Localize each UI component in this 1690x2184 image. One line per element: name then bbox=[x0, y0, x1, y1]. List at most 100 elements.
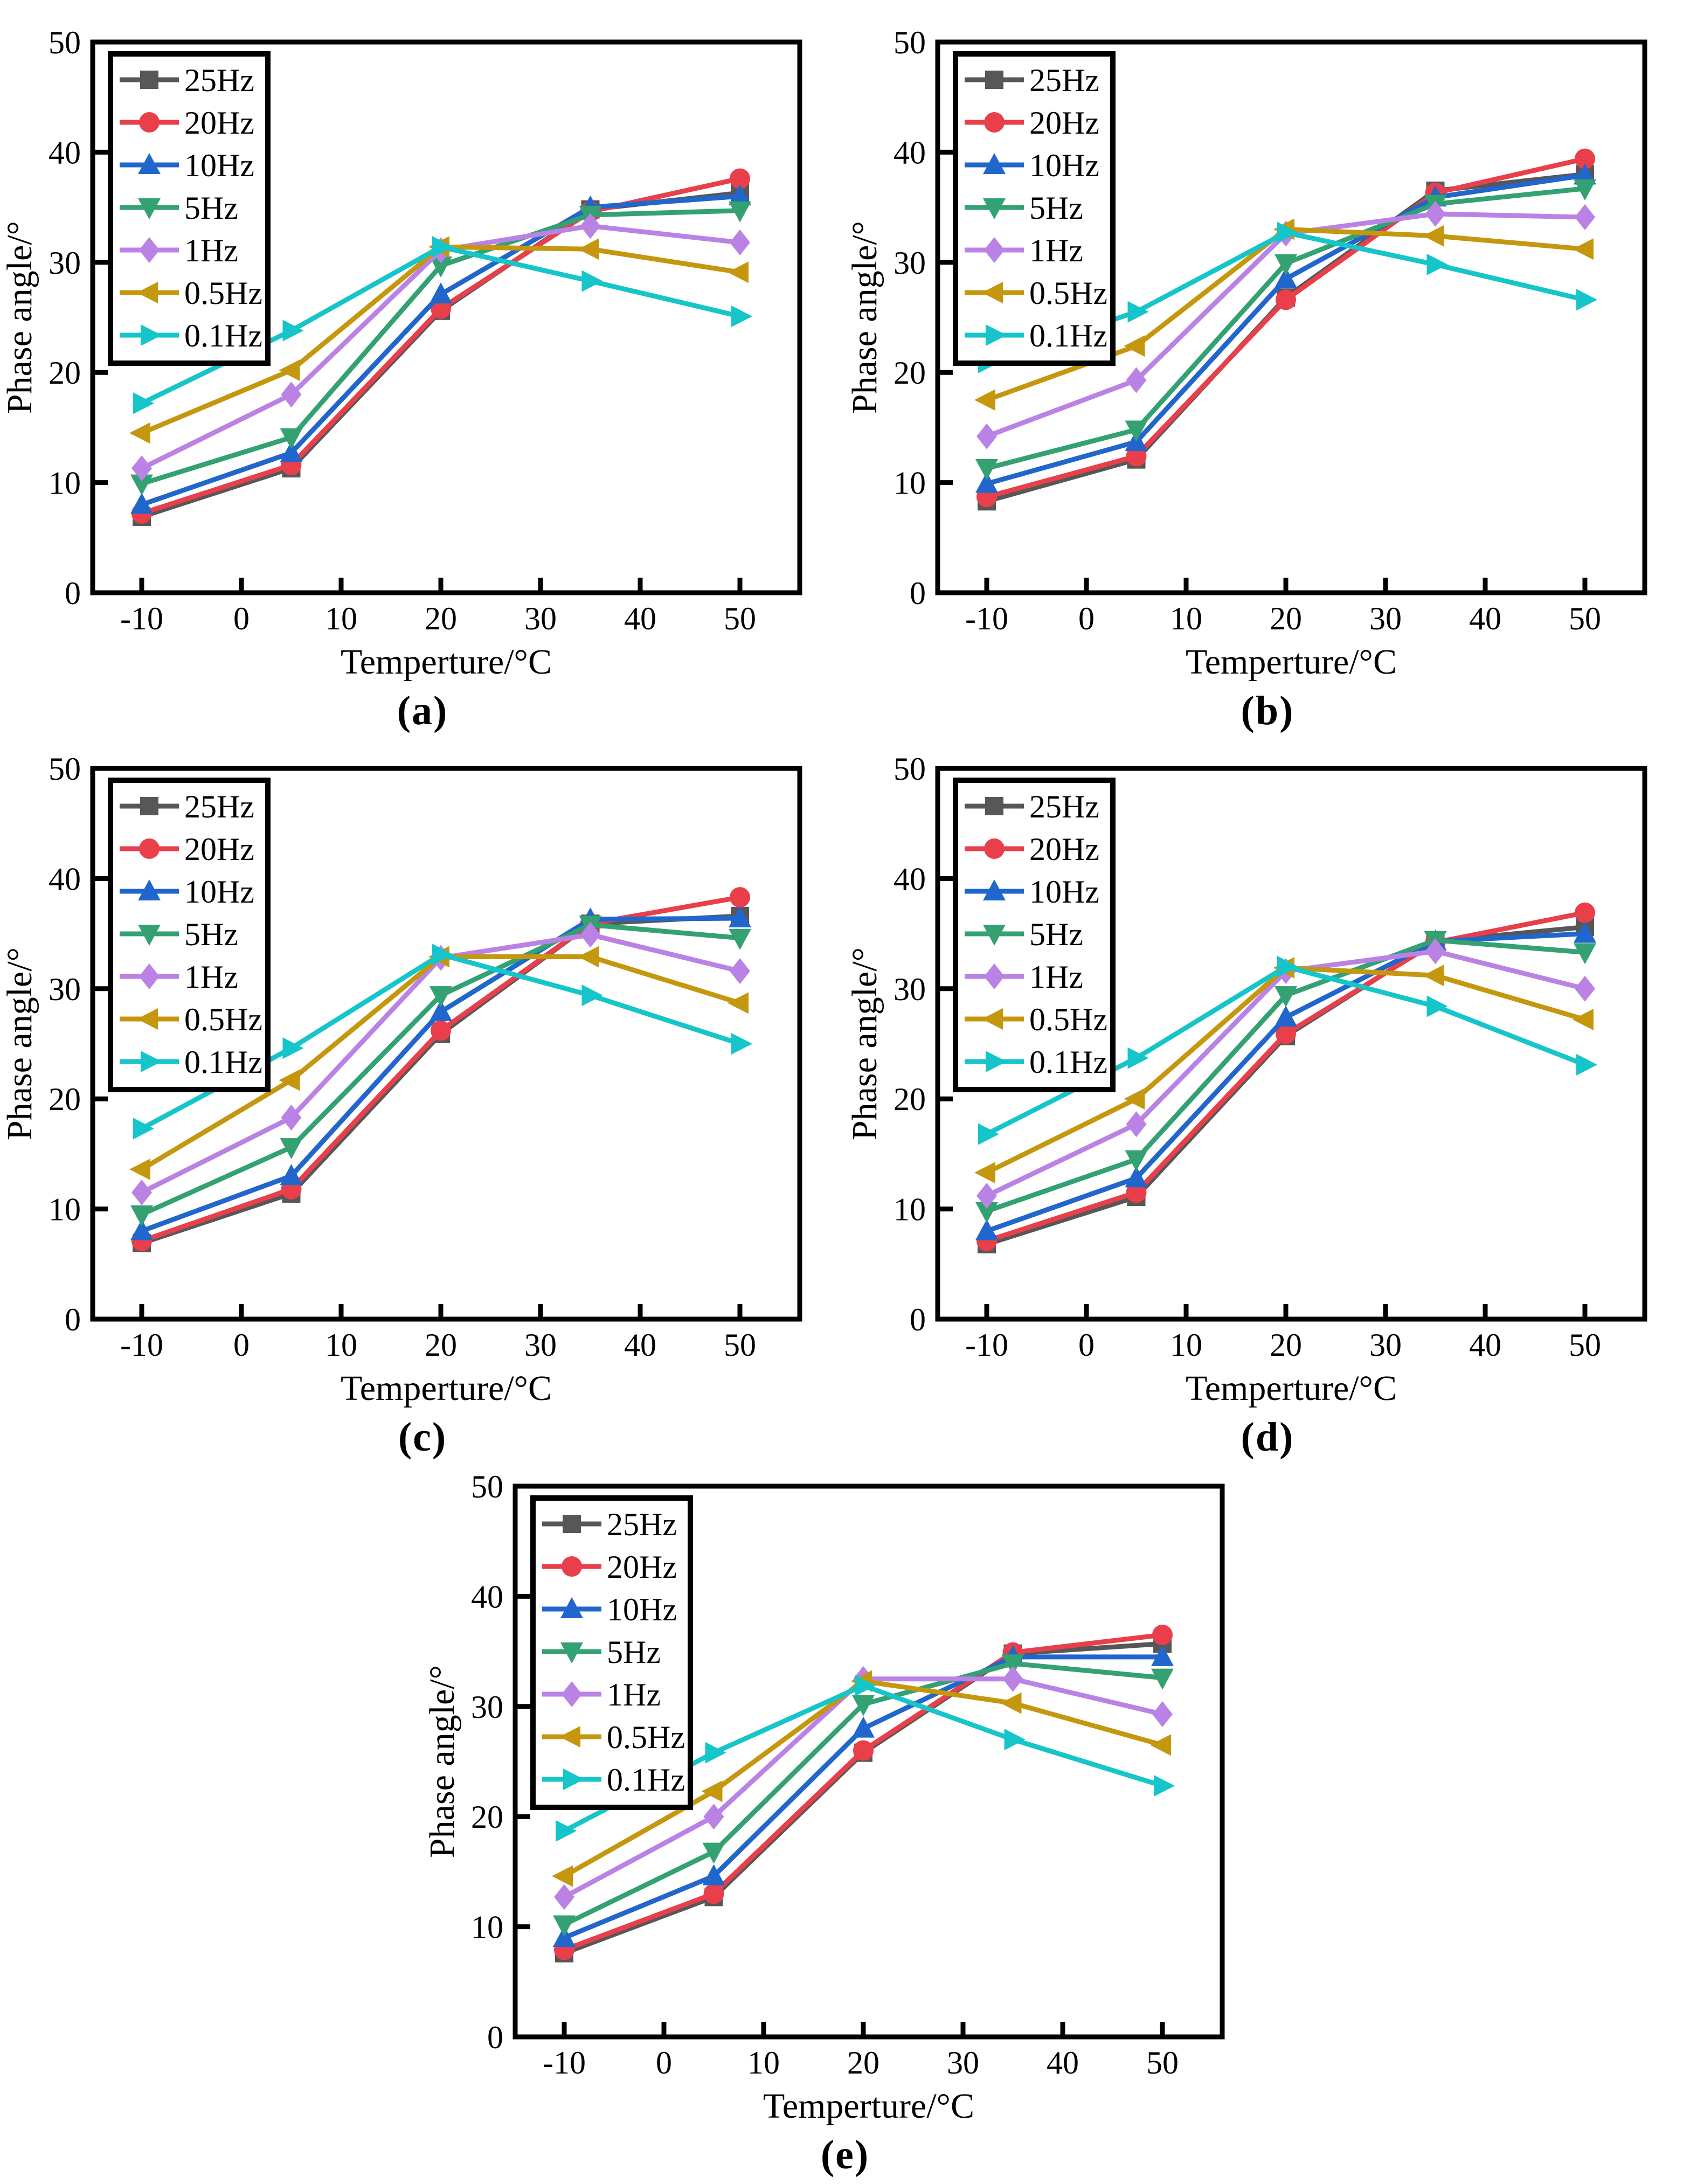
series-marker-10Hz bbox=[1275, 267, 1297, 288]
series-marker-5Hz bbox=[1001, 1654, 1024, 1676]
x-tick-label: 10 bbox=[325, 1327, 357, 1363]
series-marker-0.5Hz bbox=[279, 1069, 300, 1091]
series-marker-0.5Hz bbox=[1124, 1088, 1145, 1110]
series-marker-20Hz bbox=[431, 298, 451, 319]
legend-label-10Hz: 10Hz bbox=[184, 874, 254, 910]
series-marker-20Hz bbox=[1276, 289, 1296, 310]
x-tick-label: -10 bbox=[120, 601, 163, 636]
series-marker-20Hz bbox=[1152, 1624, 1173, 1645]
legend-label-10Hz: 10Hz bbox=[1029, 874, 1099, 910]
series-marker-0.5Hz bbox=[279, 359, 300, 382]
series-marker-10Hz bbox=[130, 493, 153, 514]
legend-marker-10Hz bbox=[983, 153, 1006, 174]
x-tick-label: -10 bbox=[965, 601, 1008, 636]
series-marker-1Hz bbox=[1152, 1701, 1173, 1728]
legend-label-10Hz: 10Hz bbox=[607, 1592, 677, 1627]
y-tick-label: 20 bbox=[894, 1081, 926, 1117]
series-marker-1Hz bbox=[281, 382, 302, 408]
chart-c: -10 0 10 20 30 40 50 0 10 20 30 40 50 Temperture/°C Ph… bbox=[0, 751, 802, 1408]
legend-label-20Hz: 20Hz bbox=[184, 105, 254, 141]
series-marker-0.1Hz bbox=[1426, 995, 1448, 1017]
series-marker-5Hz bbox=[852, 1695, 875, 1716]
series-marker-0.1Hz bbox=[432, 236, 453, 258]
series-marker-10Hz bbox=[975, 472, 998, 493]
series-marker-0.1Hz bbox=[581, 270, 603, 292]
series-marker-1Hz bbox=[730, 230, 750, 256]
series-marker-10Hz bbox=[430, 1000, 452, 1021]
legend-label-0.5Hz: 0.5Hz bbox=[184, 1002, 262, 1037]
plot-border bbox=[935, 766, 1647, 1322]
y-tick-label: 0 bbox=[910, 1302, 926, 1337]
legend-label-20Hz: 20Hz bbox=[184, 831, 254, 867]
legend-marker-10Hz bbox=[983, 879, 1006, 900]
series-marker-0.5Hz bbox=[1000, 1692, 1022, 1714]
panel-d-caption: (d) bbox=[1241, 1415, 1294, 1460]
y-tick-label: 10 bbox=[894, 1192, 926, 1228]
series-marker-5Hz bbox=[280, 428, 303, 449]
legend-marker-10Hz bbox=[138, 879, 161, 900]
chart-e: -10 0 10 20 30 40 50 0 10 20 30 40 50 Temperture/°C Ph… bbox=[422, 1469, 1225, 2126]
legend-label-1Hz: 1Hz bbox=[184, 233, 238, 268]
x-tick-label: 0 bbox=[656, 2045, 672, 2081]
series-marker-0.5Hz bbox=[701, 1780, 723, 1802]
x-tick-label: 40 bbox=[624, 601, 656, 636]
x-tick-label: 20 bbox=[1270, 1327, 1302, 1363]
legend-label-5Hz: 5Hz bbox=[1029, 917, 1083, 952]
x-tick-label: 20 bbox=[425, 601, 457, 636]
x-tick-label: 50 bbox=[1146, 2045, 1179, 2081]
series-marker-0.1Hz bbox=[1127, 301, 1149, 323]
plot-border bbox=[90, 39, 802, 595]
legend-marker-20Hz bbox=[984, 112, 1005, 133]
legend-marker-1Hz bbox=[984, 237, 1005, 263]
series-marker-0.1Hz bbox=[1426, 253, 1448, 275]
x-axis-title: Temperture/°C bbox=[341, 1369, 552, 1408]
x-tick-label: 10 bbox=[1170, 1327, 1202, 1363]
legend-marker-5Hz bbox=[138, 925, 161, 946]
series-marker-0.5Hz bbox=[1423, 225, 1444, 247]
y-tick-label: 0 bbox=[910, 576, 926, 611]
chart-a: -10 0 10 20 30 40 50 0 10 20 30 40 50 Temperture/°C Ph… bbox=[0, 25, 802, 682]
legend-marker-1Hz bbox=[139, 237, 160, 263]
legend-label-0.5Hz: 0.5Hz bbox=[1029, 275, 1107, 311]
chart-d: -10 0 10 20 30 40 50 0 10 20 30 40 50 Temperture/°C Ph… bbox=[845, 751, 1647, 1408]
y-tick-label: 20 bbox=[894, 355, 926, 391]
series-marker-0.5Hz bbox=[1124, 335, 1145, 357]
legend-label-20Hz: 20Hz bbox=[607, 1549, 677, 1585]
y-tick-label: 10 bbox=[471, 1910, 503, 1945]
legend-label-1Hz: 1Hz bbox=[607, 1677, 661, 1712]
panel-e: -10 0 10 20 30 40 50 0 10 20 30 40 50 Temperture/°C Ph… bbox=[422, 1444, 1268, 2179]
series-marker-0.1Hz bbox=[282, 320, 304, 342]
y-tick-label: 10 bbox=[49, 1192, 81, 1228]
series-marker-5Hz bbox=[280, 1138, 303, 1160]
series-marker-0.5Hz bbox=[578, 946, 599, 968]
panel-d: -10 0 10 20 30 40 50 0 10 20 30 40 50 Temperture/°C Ph… bbox=[845, 726, 1690, 1461]
legend-label-20Hz: 20Hz bbox=[1029, 831, 1099, 867]
series-marker-0.5Hz bbox=[728, 261, 749, 283]
series-marker-1Hz bbox=[1575, 204, 1595, 230]
series-marker-5Hz bbox=[975, 1202, 998, 1223]
legend-label-1Hz: 1Hz bbox=[184, 959, 238, 995]
x-tick-label: 30 bbox=[524, 1327, 557, 1363]
y-tick-label: 40 bbox=[894, 861, 926, 897]
series-marker-10Hz bbox=[729, 184, 751, 206]
y-tick-label: 50 bbox=[471, 1469, 503, 1504]
legend-label-1Hz: 1Hz bbox=[1029, 959, 1083, 995]
y-axis-title: Phase angle/° bbox=[845, 221, 884, 414]
y-tick-label: 0 bbox=[65, 1302, 81, 1337]
series-marker-1Hz bbox=[580, 921, 601, 948]
series-marker-0.1Hz bbox=[1277, 955, 1298, 977]
x-tick-label: 20 bbox=[425, 1327, 457, 1363]
legend-marker-20Hz bbox=[984, 838, 1005, 859]
legend-label-25Hz: 25Hz bbox=[607, 1507, 677, 1542]
series-marker-0.1Hz bbox=[1127, 1047, 1149, 1069]
series-marker-20Hz bbox=[1575, 148, 1595, 169]
series-marker-5Hz bbox=[1125, 1150, 1148, 1171]
legend-marker-5Hz bbox=[983, 925, 1006, 946]
x-tick-label: 0 bbox=[233, 601, 250, 636]
series-marker-20Hz bbox=[703, 1883, 724, 1904]
x-tick-label: 10 bbox=[325, 601, 357, 636]
series-marker-5Hz bbox=[702, 1842, 725, 1864]
series-marker-5Hz bbox=[975, 459, 998, 481]
legend-label-25Hz: 25Hz bbox=[184, 63, 254, 98]
x-axis-title: Temperture/°C bbox=[1186, 642, 1397, 682]
